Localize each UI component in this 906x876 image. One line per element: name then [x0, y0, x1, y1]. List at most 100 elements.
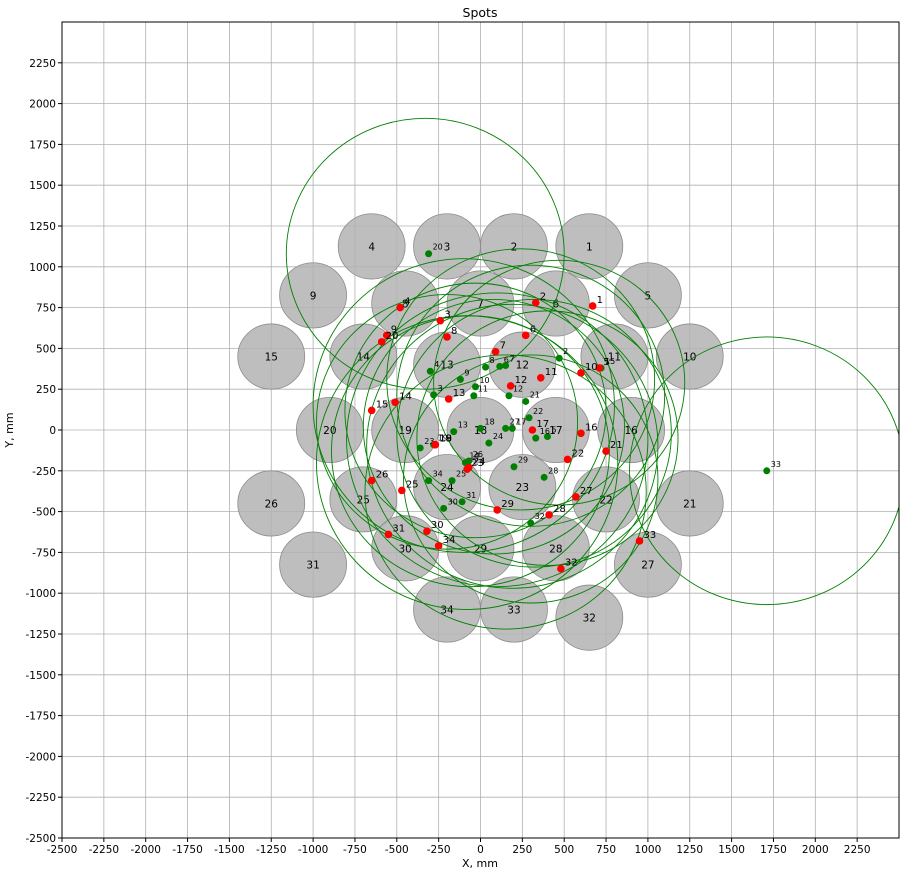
green-point: [465, 457, 473, 465]
green-point-label: 34: [433, 470, 443, 479]
green-point-label: 5: [551, 426, 556, 435]
green-point-label: 26: [473, 450, 483, 459]
gray-spot-label: 15: [265, 352, 278, 364]
x-tick-label: 1250: [676, 844, 703, 856]
green-point-label: 9: [464, 368, 469, 377]
y-tick-label: 1250: [29, 221, 56, 233]
gray-spot: [279, 531, 347, 598]
y-tick-label: 2250: [29, 58, 56, 70]
green-point: [527, 519, 535, 527]
green-point-label: 23: [424, 437, 434, 446]
gray-spot-label: 20: [323, 425, 336, 437]
green-point: [763, 467, 771, 475]
red-point-label: 3: [444, 310, 450, 321]
red-point: [367, 406, 376, 415]
green-point: [502, 424, 510, 432]
red-point-label: 27: [580, 486, 593, 497]
gray-spot: [655, 470, 724, 537]
green-circle: [312, 258, 615, 553]
x-tick-label: -1750: [172, 844, 203, 856]
gray-spot-label: 10: [683, 352, 696, 364]
x-tick-label: 0: [477, 844, 484, 856]
red-point: [528, 426, 537, 434]
green-point: [482, 363, 490, 371]
x-tick-label: -500: [385, 844, 409, 856]
green-point: [540, 473, 548, 481]
gray-spot: [337, 213, 406, 280]
gray-spot-label: 25: [357, 494, 370, 506]
gray-spot-label: 29: [474, 543, 487, 555]
green-point: [505, 392, 513, 400]
gray-spot-label: 3: [444, 241, 451, 253]
y-tick-label: 250: [36, 384, 56, 396]
green-point: [450, 428, 458, 436]
red-point: [506, 382, 515, 390]
x-tick-label: -750: [343, 844, 367, 856]
green-circle: [315, 315, 619, 610]
green-point: [510, 463, 518, 471]
y-tick-label: -2250: [25, 792, 56, 804]
green-point-label: 25: [456, 470, 466, 479]
green-point: [425, 477, 433, 485]
gray-spot: [413, 576, 481, 643]
red-point-label: 25: [406, 479, 419, 490]
green-circle: [364, 354, 647, 630]
red-point-label: 28: [553, 504, 566, 515]
x-tick-label: -1250: [256, 844, 287, 856]
gray-spot: [237, 470, 306, 537]
green-point: [502, 362, 510, 370]
y-tick-label: 1500: [29, 180, 56, 192]
red-point-label: 15: [376, 399, 389, 410]
red-point-label: 22: [572, 448, 585, 459]
red-point: [382, 331, 391, 340]
gray-spot-label: 2: [511, 241, 518, 253]
red-point-label: 8: [451, 326, 457, 337]
red-point-label: 10: [585, 362, 598, 373]
green-point-label: 30: [448, 497, 458, 506]
gray-spot: [237, 323, 306, 390]
green-point-label: 13: [458, 421, 468, 430]
green-point-label: 7: [510, 355, 515, 364]
gray-spot-label: 8: [402, 299, 409, 311]
red-point-label: 19: [439, 434, 452, 445]
green-point-label: 8: [490, 356, 495, 365]
green-circle: [629, 336, 899, 606]
y-tick-label: -1500: [25, 670, 56, 682]
red-point-label: 6: [530, 324, 536, 335]
gray-spot: [614, 262, 682, 329]
green-point: [456, 375, 464, 383]
x-tick-label: -2500: [47, 844, 78, 856]
red-point-label: 14: [399, 391, 412, 402]
gray-spot-label: 21: [683, 498, 696, 510]
gray-spot: [555, 584, 624, 651]
red-point-label: 16: [585, 422, 598, 433]
red-point: [396, 303, 404, 312]
x-tick-label: 250: [512, 844, 532, 856]
red-point-label: 4: [404, 297, 410, 308]
green-circle: [433, 259, 686, 506]
red-point-label: 24: [473, 457, 486, 468]
green-point-label: 15: [605, 357, 615, 366]
gray-spot: [329, 466, 398, 533]
red-point: [536, 373, 545, 382]
red-point-label: 5: [603, 357, 609, 368]
y-tick-label: -1750: [25, 711, 56, 723]
green-point: [425, 250, 433, 258]
red-point: [391, 398, 399, 407]
green-point: [485, 439, 493, 447]
gray-spot: [279, 262, 347, 329]
green-point-label: 19: [438, 434, 448, 443]
x-tick-label: 2000: [802, 844, 829, 856]
red-point: [588, 302, 597, 310]
green-point-label: 33: [771, 460, 781, 469]
red-point-label: 2: [540, 292, 546, 303]
plot-data: 1234567891011121314151617181920212223242…: [237, 117, 899, 651]
red-point: [577, 369, 585, 377]
red-point: [545, 511, 553, 519]
y-tick-label: -2500: [25, 833, 56, 845]
y-tick-label: 2000: [29, 99, 56, 111]
x-tick-label: 1500: [718, 844, 745, 856]
green-circle: [386, 248, 656, 511]
y-tick-label: -1000: [25, 588, 56, 600]
green-point-label: 17: [516, 417, 526, 426]
